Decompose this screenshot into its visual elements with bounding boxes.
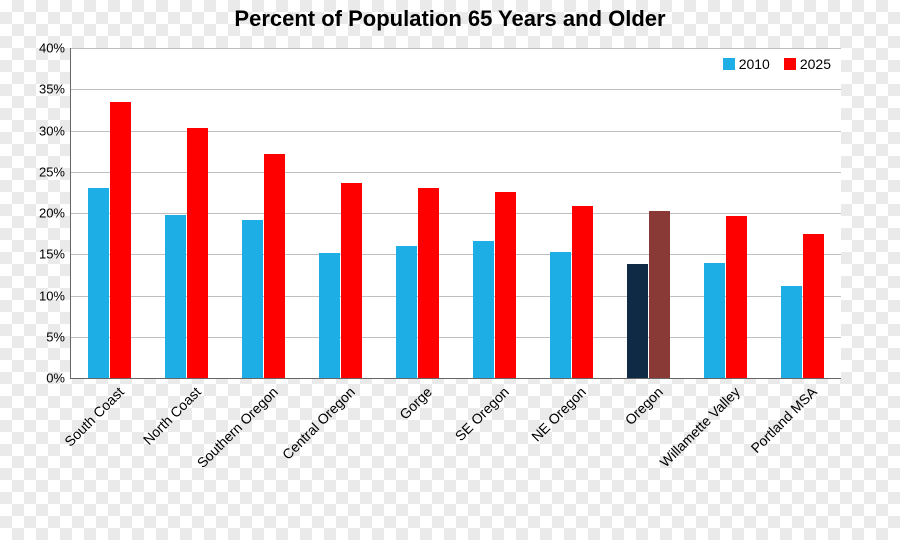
bar-group: Portland MSA [764,48,841,378]
bar-group: Willamette Valley [687,48,764,378]
bar [781,286,802,378]
bar [803,234,824,378]
y-tick-label: 5% [46,329,71,344]
plot-area: 2010 2025 0%5%10%15%20%25%30%35%40%South… [70,48,841,379]
bar [88,188,109,378]
legend-swatch-2025 [784,58,796,70]
y-tick-label: 25% [39,164,71,179]
bar [165,215,186,378]
legend: 2010 2025 [723,56,831,72]
bar [726,216,747,378]
bar [572,206,593,378]
bar-group: Central Oregon [302,48,379,378]
legend-label-2010: 2010 [739,56,770,72]
bar [242,220,263,378]
legend-label-2025: 2025 [800,56,831,72]
bar [187,128,208,378]
y-tick-label: 10% [39,288,71,303]
bar-group: South Coast [71,48,148,378]
y-tick-label: 40% [39,41,71,56]
bars-layer: South CoastNorth CoastSouthern OregonCen… [71,48,841,378]
bar [627,264,648,378]
bar [341,183,362,378]
bar [319,253,340,378]
bar [264,154,285,378]
bar [473,241,494,378]
bar-group: Gorge [379,48,456,378]
y-tick-label: 0% [46,371,71,386]
bar-group: North Coast [148,48,225,378]
bar [110,102,131,378]
bar-group: SE Oregon [456,48,533,378]
bar [704,263,725,378]
bar [396,246,417,378]
y-tick-label: 15% [39,247,71,262]
bar [495,192,516,378]
bar [550,252,571,378]
bar-group: NE Oregon [533,48,610,378]
legend-item-2025: 2025 [784,56,831,72]
y-tick-label: 35% [39,82,71,97]
legend-swatch-2010 [723,58,735,70]
chart-container: Percent of Population 65 Years and Older… [0,0,900,540]
y-tick-label: 20% [39,206,71,221]
legend-item-2010: 2010 [723,56,770,72]
bar-group: Southern Oregon [225,48,302,378]
bar [418,188,439,378]
y-tick-label: 30% [39,123,71,138]
chart-title: Percent of Population 65 Years and Older [0,6,900,32]
bar [649,211,670,378]
bar-group: Oregon [610,48,687,378]
